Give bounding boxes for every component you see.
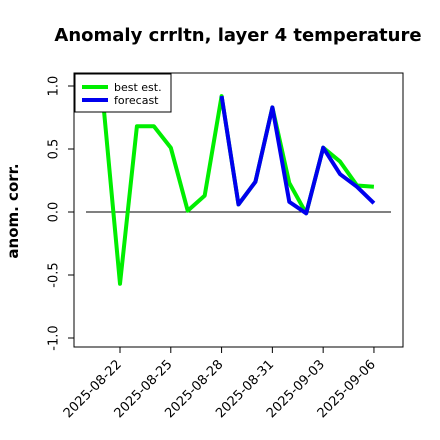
chart-title: Anomaly crrltn, layer 4 temperature (54, 25, 422, 46)
series-line-best-est (101, 94, 375, 286)
y-tick-label: 0.0 (47, 202, 62, 223)
y-tick-label: -0.5 (47, 262, 62, 287)
y-tick-label: 0.5 (47, 139, 62, 160)
legend-label-forecast: forecast (114, 94, 159, 107)
series-line-forecast (219, 95, 376, 216)
y-axis: -1.0 -0.5 0.0 0.5 1.0 (47, 76, 74, 351)
series-layer (101, 94, 376, 286)
x-axis: 2025-08-222025-08-252025-08-282025-08-31… (61, 347, 379, 421)
legend-label-best-est: best est. (114, 81, 162, 94)
legend: best est. forecast (74, 73, 172, 113)
legend-box (74, 73, 172, 113)
y-tick-label: 1.0 (47, 76, 62, 97)
y-tick-label: -1.0 (47, 325, 62, 350)
plot-frame (73, 72, 404, 348)
